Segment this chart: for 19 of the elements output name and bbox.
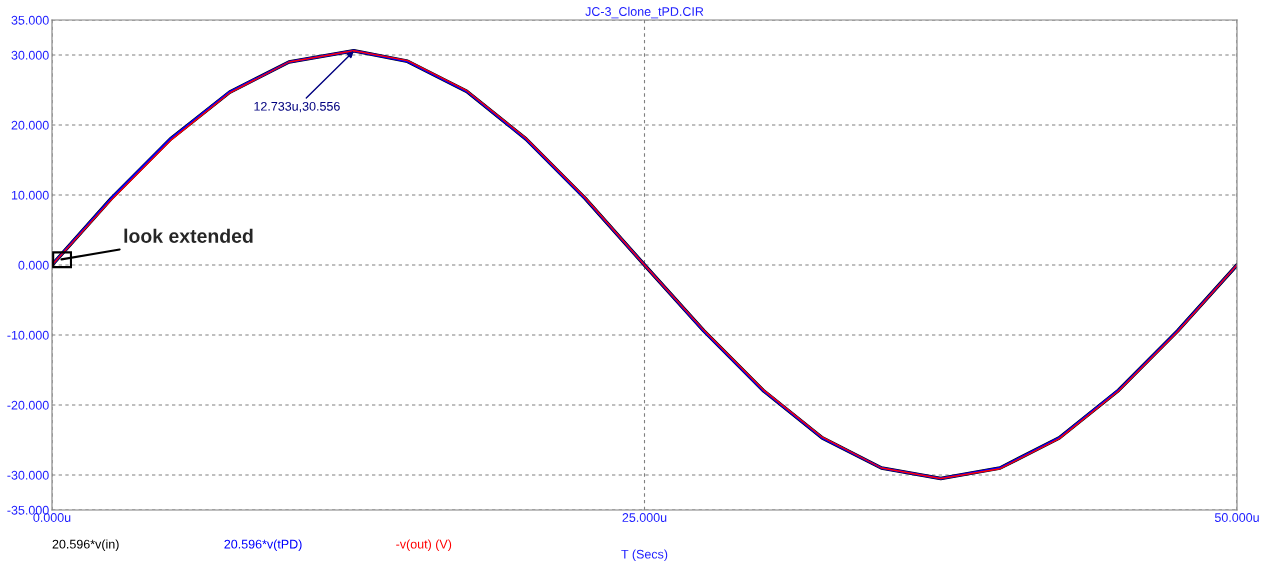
y-tick-label: 10.000 xyxy=(11,190,49,200)
text: 20.596*v(in) xyxy=(52,539,119,552)
annotation: look extended xyxy=(124,228,253,243)
y-tick-label: 20.000 xyxy=(11,120,49,130)
chart-title: JC-3_Clone_tPD.CIR xyxy=(585,6,704,19)
annotation: 12.733u,30.556 xyxy=(254,101,340,113)
y-tick-label: 0.000 xyxy=(18,260,49,270)
x-tick-label: 25.000u xyxy=(622,513,667,522)
y-tick-label: -10.000 xyxy=(7,330,49,340)
y-tick-label: -30.000 xyxy=(7,470,49,480)
x-axis-title: T (Secs) xyxy=(621,549,668,562)
y-tick-label: 35.000 xyxy=(11,15,49,25)
y-tick-label: -20.000 xyxy=(7,400,49,410)
y-tick-label: -35.000 xyxy=(7,505,49,515)
x-tick-label: 50.000u xyxy=(1214,513,1259,522)
text: 20.596*v(tPD) xyxy=(224,539,302,552)
x-tick-label: 0.000u xyxy=(33,513,71,522)
text: -v(out) (V) xyxy=(396,539,452,552)
y-tick-label: 30.000 xyxy=(11,50,49,60)
